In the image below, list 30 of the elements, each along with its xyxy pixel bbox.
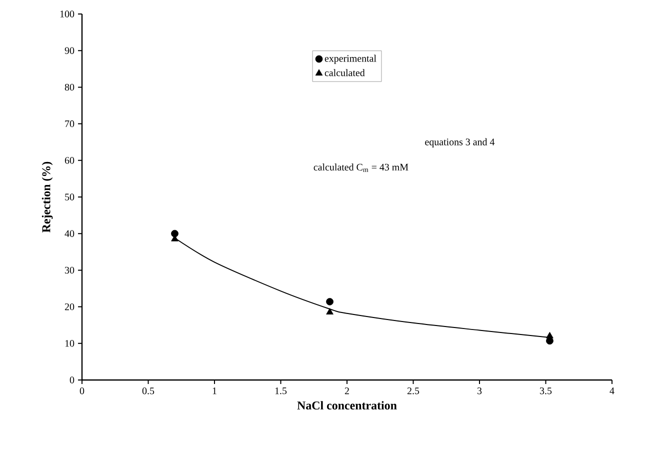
x-tick-label: 2 [344,388,349,394]
point [326,308,334,314]
y-tick-label: 0 [70,376,74,384]
point [326,298,334,306]
x-tick-label: 3.5 [540,388,552,394]
y-axis-title: Rejection (%) [42,162,53,232]
x-tick-label: 1.5 [275,388,287,394]
y-tick-label: 20 [64,303,74,310]
y-tick-label: 50 [65,194,74,200]
y-tick-label: 100 [60,10,74,18]
point [546,332,554,338]
y-tick-label: 70 [65,120,74,128]
point [546,337,554,345]
y-tick-label: 40 [64,230,74,237]
x-tick-label: 0 [80,388,84,394]
y-tick-label: 60 [64,157,74,164]
x-axis-title: NaCl concentration [297,401,397,410]
x-tick-label: 2.5 [407,388,420,394]
x-tick-label: 4 [610,388,614,394]
legend-label: calculated [324,69,365,76]
x-tick-label: 3 [477,388,482,394]
y-tick-label: 10 [65,340,74,347]
x-tick-label: 1 [212,388,216,394]
y-tick-label: 80 [64,84,74,91]
y-tick-label: 90 [64,47,74,54]
y-tick-label: 30 [65,266,74,274]
annotation: calculated C$_{m}$ = 43 mM [314,164,408,172]
legend-label: experimental [324,54,376,64]
annotation: equations 3 and 4 [425,138,495,148]
x-tick-label: 0.5 [142,388,154,394]
